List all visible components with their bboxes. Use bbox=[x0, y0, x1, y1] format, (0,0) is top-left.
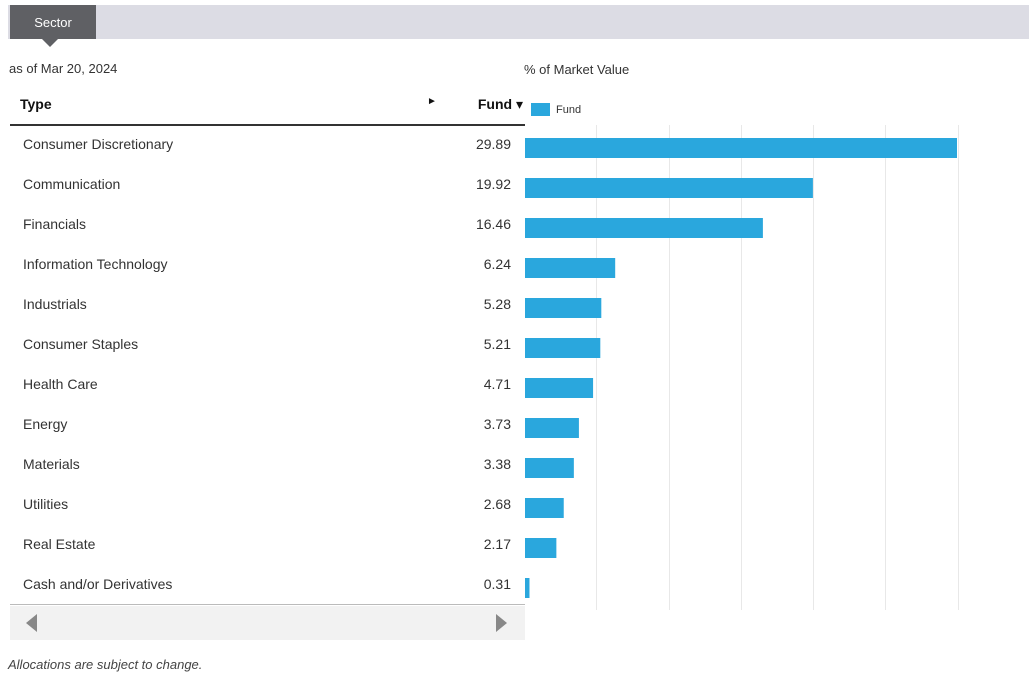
row-fund-value: 19.92 bbox=[475, 176, 511, 192]
table-row: Consumer Discretionary 29.89 bbox=[10, 125, 525, 165]
table-divider bbox=[10, 604, 525, 605]
as-of-date: as of Mar 20, 2024 bbox=[9, 61, 118, 76]
sector-table-body: Consumer Discretionary 29.89 Communication… bbox=[10, 125, 525, 605]
row-fund-value: 3.38 bbox=[483, 456, 511, 472]
bar-consumer-discretionary[interactable] bbox=[525, 138, 957, 158]
row-fund-value: 6.24 bbox=[483, 256, 511, 272]
table-row: Communication 19.92 bbox=[10, 165, 525, 205]
table-row: Energy 3.73 bbox=[10, 405, 525, 445]
bar-communication[interactable] bbox=[525, 178, 813, 198]
table-row: Information Technology 6.24 bbox=[10, 245, 525, 285]
legend-label-fund: Fund bbox=[556, 103, 582, 116]
scroll-right-arrow-icon[interactable] bbox=[496, 614, 507, 632]
table-row: Real Estate 2.17 bbox=[10, 525, 525, 565]
table-row: Health Care 4.71 bbox=[10, 365, 525, 405]
row-sector-label: Utilities bbox=[23, 496, 69, 512]
bar-energy[interactable] bbox=[525, 418, 579, 438]
bar-consumer-staples[interactable] bbox=[525, 338, 601, 358]
bar-materials[interactable] bbox=[525, 458, 574, 478]
tab-sector[interactable]: Sector bbox=[10, 5, 96, 39]
column-header-fund[interactable]: Fund ▾ bbox=[477, 96, 523, 112]
table-row: Consumer Staples 5.21 bbox=[10, 325, 525, 365]
row-sector-label: Consumer Discretionary bbox=[23, 136, 174, 152]
row-fund-value: 5.28 bbox=[483, 296, 511, 312]
table-row: Utilities 2.68 bbox=[10, 485, 525, 525]
row-sector-label: Information Technology bbox=[23, 256, 168, 272]
row-sector-label: Cash and/or Derivatives bbox=[23, 576, 173, 592]
column-header-type[interactable]: Type bbox=[20, 96, 52, 112]
sector-bar-chart bbox=[525, 125, 959, 610]
scroll-left-arrow-icon[interactable] bbox=[26, 614, 37, 632]
table-row: Financials 16.46 bbox=[10, 205, 525, 245]
row-fund-value: 3.73 bbox=[483, 416, 511, 432]
allocation-note: Allocations are subject to change. bbox=[8, 657, 203, 672]
row-fund-value: 29.89 bbox=[475, 136, 511, 152]
row-sector-label: Materials bbox=[23, 456, 80, 472]
row-sector-label: Communication bbox=[23, 176, 121, 192]
column-scroll-right-icon[interactable]: ► bbox=[427, 96, 437, 107]
bar-real-estate[interactable] bbox=[525, 538, 557, 558]
row-fund-value: 16.46 bbox=[475, 216, 511, 232]
chart-title: % of Market Value bbox=[524, 62, 630, 77]
chart-legend: Fund bbox=[531, 103, 581, 116]
row-sector-label: Energy bbox=[23, 416, 68, 432]
row-sector-label: Consumer Staples bbox=[23, 336, 139, 352]
table-header: Type ► Fund ▾ bbox=[10, 90, 525, 126]
row-fund-value: 5.21 bbox=[483, 336, 511, 352]
bar-cash-and-or-derivatives[interactable] bbox=[525, 578, 530, 598]
table-row: Cash and/or Derivatives 0.31 bbox=[10, 565, 525, 605]
bar-industrials[interactable] bbox=[525, 298, 602, 318]
row-sector-label: Real Estate bbox=[23, 536, 96, 552]
section-tab-bar bbox=[8, 5, 1029, 39]
bar-financials[interactable] bbox=[525, 218, 763, 238]
row-fund-value: 4.71 bbox=[483, 376, 511, 392]
tab-active-caret bbox=[42, 39, 58, 47]
bar-health-care[interactable] bbox=[525, 378, 594, 398]
row-fund-value: 2.68 bbox=[483, 496, 511, 512]
row-sector-label: Health Care bbox=[23, 376, 98, 392]
row-fund-value: 0.31 bbox=[483, 576, 511, 592]
bar-utilities[interactable] bbox=[525, 498, 564, 518]
row-sector-label: Industrials bbox=[23, 296, 87, 312]
tab-sector-label: Sector bbox=[34, 14, 72, 30]
table-row: Materials 3.38 bbox=[10, 445, 525, 485]
horizontal-scrollbar[interactable] bbox=[10, 606, 525, 640]
row-sector-label: Financials bbox=[23, 216, 87, 232]
legend-swatch-fund bbox=[531, 103, 550, 116]
table-row: Industrials 5.28 bbox=[10, 285, 525, 325]
row-fund-value: 2.17 bbox=[483, 536, 511, 552]
bar-information-technology[interactable] bbox=[525, 258, 616, 278]
